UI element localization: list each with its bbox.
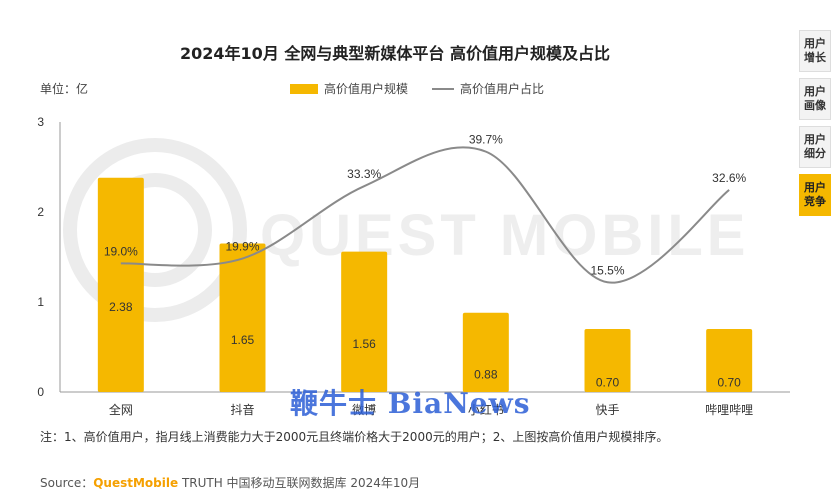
x-tick-label-3: 小红书 — [468, 402, 504, 417]
bar-1 — [219, 243, 266, 392]
bar-2 — [341, 251, 388, 392]
line-label-2: 33.3% — [347, 167, 381, 181]
x-tick-label-1: 抖音 — [230, 402, 254, 417]
footnote: 注：1、高价值用户，指月线上消费能力大于2000元且终端价格大于2000元的用户… — [40, 430, 669, 444]
bar-label-4: 0.70 — [596, 376, 620, 390]
side-tab-2[interactable]: 用户细分 — [799, 126, 831, 168]
y-tick-label-0: 0 — [37, 385, 44, 399]
line-label-5: 32.6% — [712, 171, 746, 185]
source-brand: QuestMobile — [93, 476, 179, 490]
source-rest: TRUTH 中国移动互联网数据库 2024年10月 — [178, 476, 421, 490]
x-tick-label-2: 微博 — [352, 402, 376, 417]
x-tick-label-5: 哔哩哔哩 — [705, 403, 753, 417]
legend-bar-swatch — [290, 83, 318, 94]
chart-title: 2024年10月 全网与典型新媒体平台 高价值用户规模及占比 — [180, 44, 610, 63]
side-tabs: 用户增长 用户画像 用户细分 用户竞争 — [799, 30, 831, 222]
line-series — [120, 146, 730, 284]
x-tick-label-4: 快手 — [595, 403, 619, 417]
line-label-3: 39.7% — [469, 133, 503, 147]
legend: 高价值用户规模 高价值用户占比 — [290, 80, 544, 97]
legend-line-swatch — [432, 87, 455, 90]
bianews-watermark: 鞭牛士 BiaNews — [290, 387, 531, 420]
bar-5 — [706, 329, 753, 392]
y-tick-label-2: 2 — [37, 205, 44, 219]
unit-label: 单位：亿 — [40, 82, 89, 96]
y-tick-label-1: 1 — [37, 295, 44, 309]
line-label-0: 19.0% — [104, 244, 138, 258]
side-tab-3[interactable]: 用户竞争 — [799, 174, 831, 216]
source-prefix: Source： — [40, 476, 94, 490]
legend-bar-label: 高价值用户规模 — [324, 82, 409, 96]
bar-label-0: 2.38 — [109, 300, 133, 314]
bar-3 — [462, 312, 509, 392]
line-label-1: 19.9% — [225, 240, 259, 254]
bar-label-3: 0.88 — [474, 367, 498, 381]
legend-line-label: 高价值用户占比 — [460, 82, 545, 96]
side-tab-1[interactable]: 用户画像 — [799, 78, 831, 120]
source-line: Source：QuestMobile TRUTH 中国移动互联网数据库 2024… — [40, 474, 420, 491]
bar-4 — [584, 329, 631, 392]
x-tick-label-0: 全网 — [109, 402, 133, 417]
line-label-4: 15.5% — [590, 263, 624, 277]
bar-label-1: 1.65 — [231, 333, 255, 347]
bar-0 — [97, 177, 144, 392]
bar-label-2: 1.56 — [352, 337, 376, 351]
chart-canvas: 0 1 2 3 2.38 1.65 1.56 0.88 0.70 0.70 全网 抖音 微博 小红书 快手 哔… — [37, 115, 790, 417]
bar-label-5: 0.70 — [717, 376, 741, 390]
y-tick-label-3: 3 — [37, 115, 44, 129]
side-tab-0[interactable]: 用户增长 — [799, 30, 831, 72]
